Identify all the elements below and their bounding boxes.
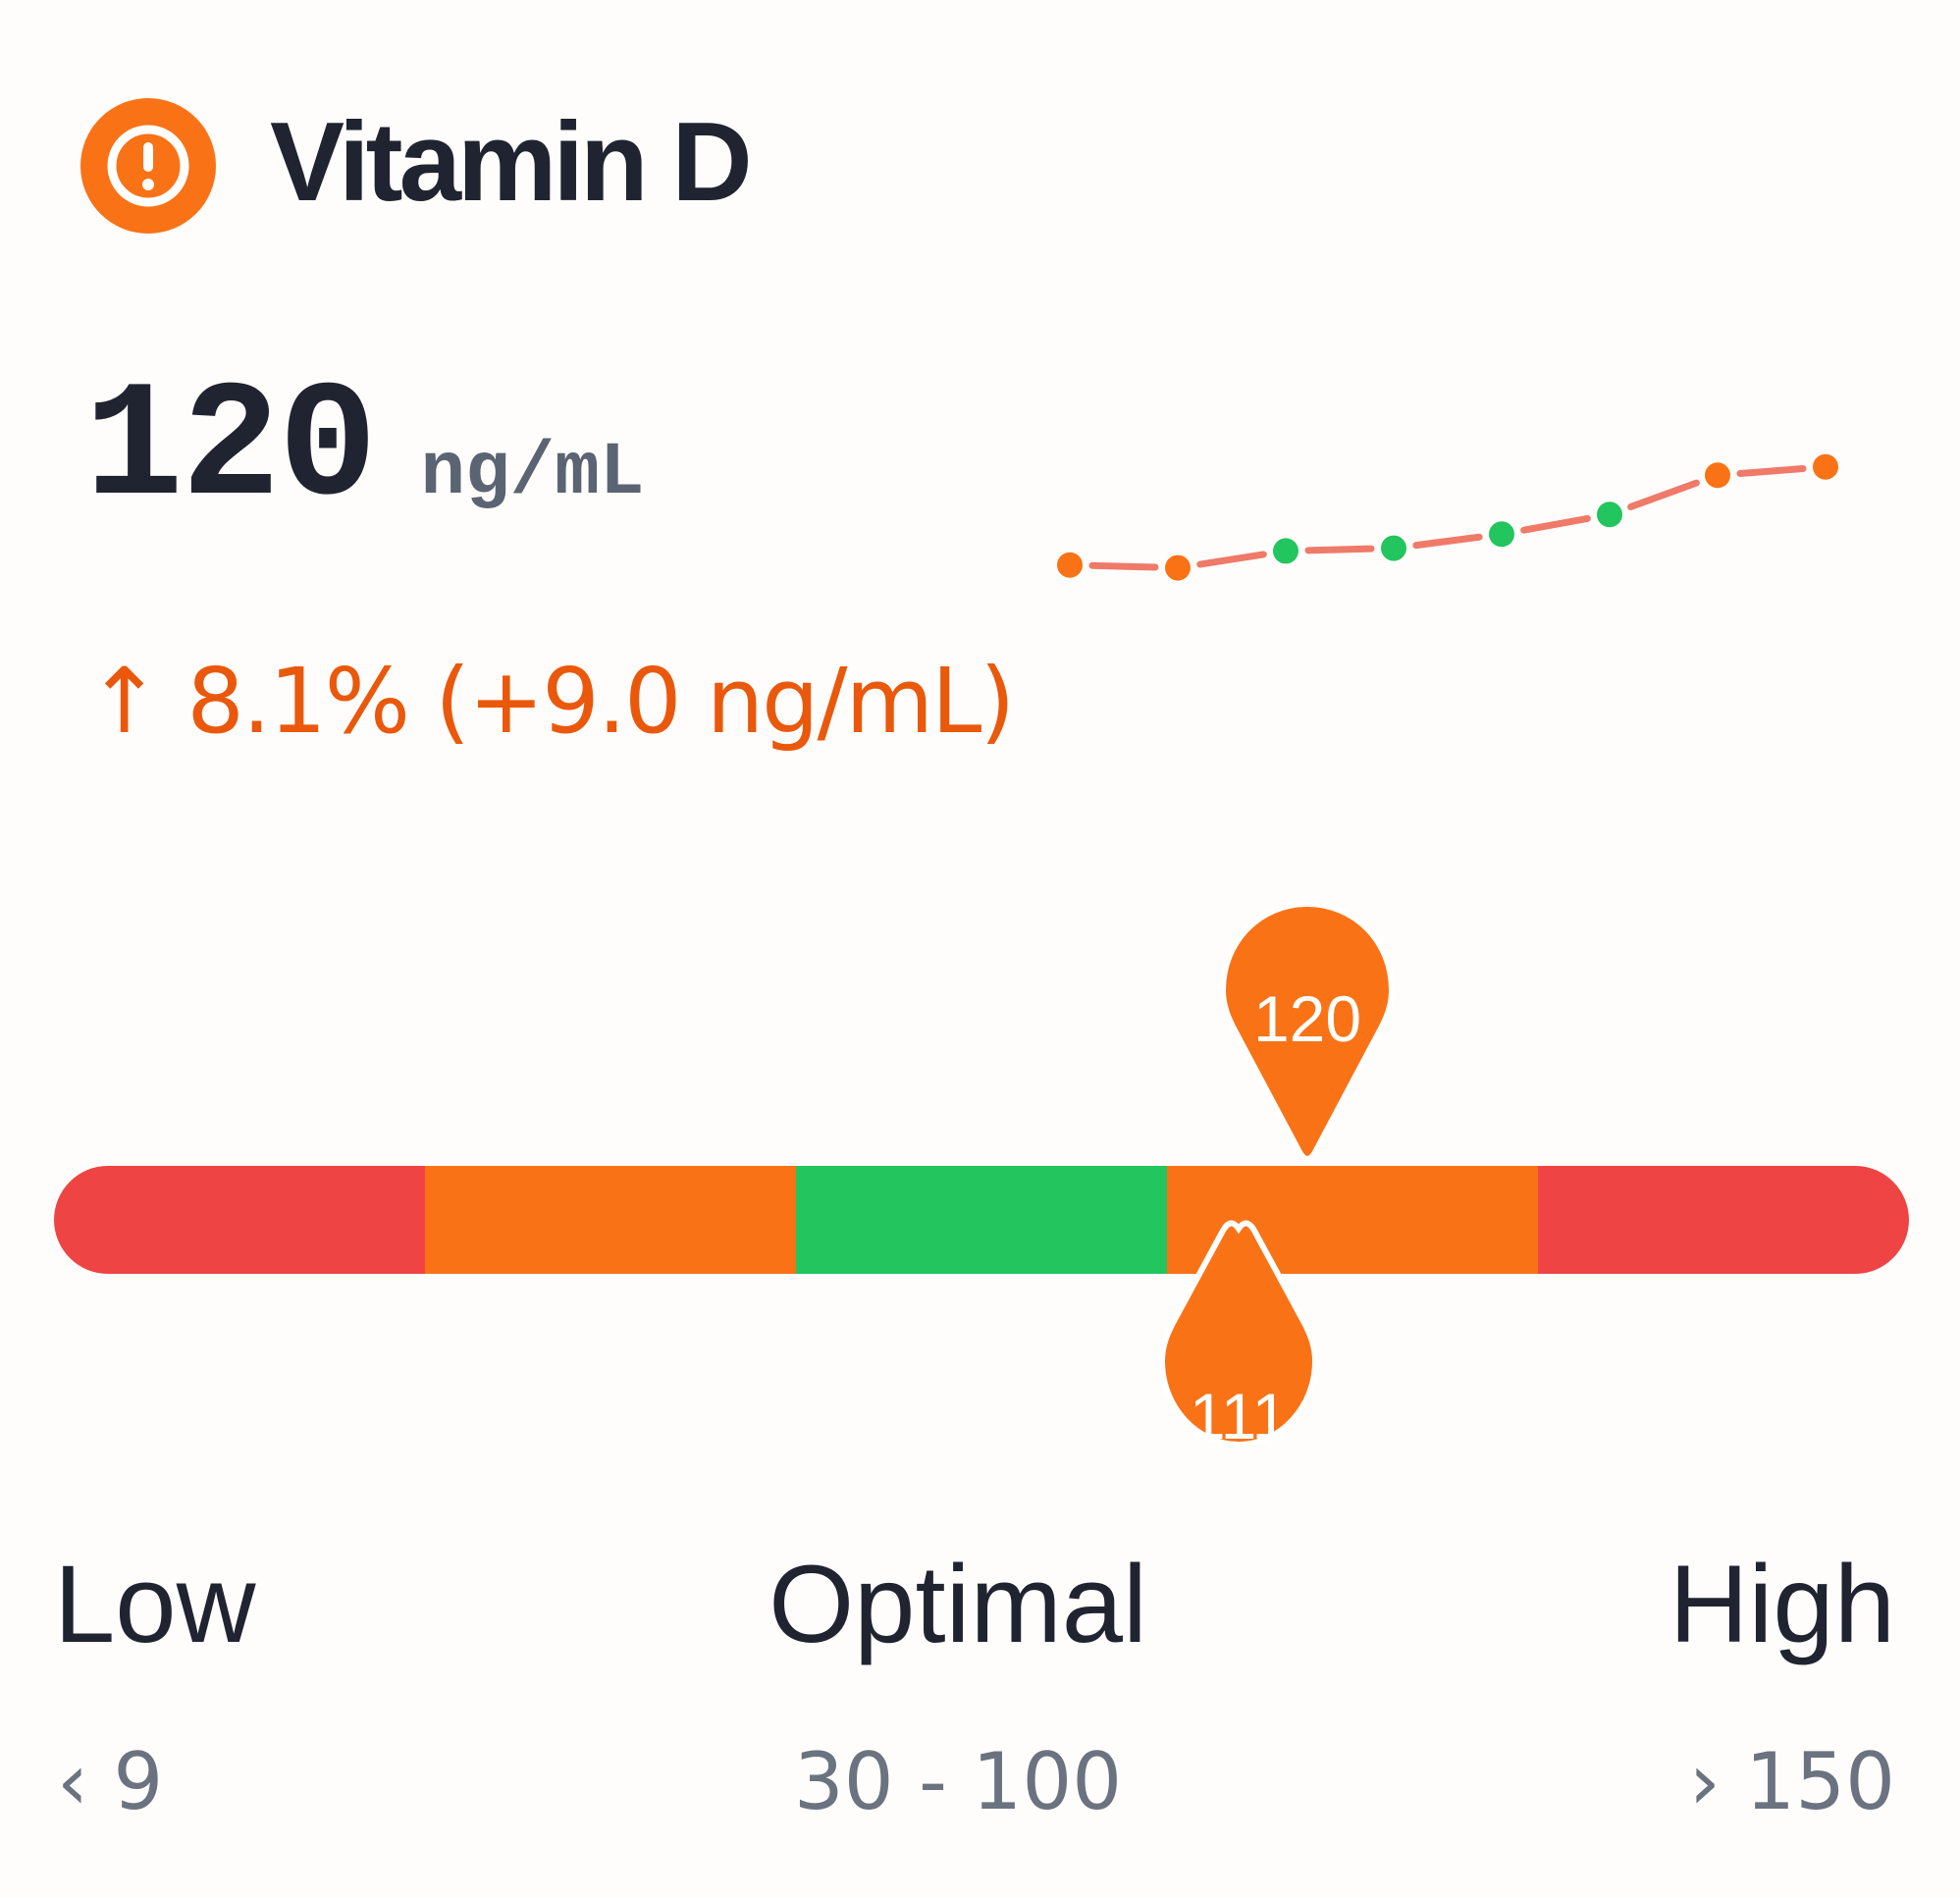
alert-circle-icon bbox=[80, 98, 216, 234]
trend-point[interactable] bbox=[1705, 462, 1730, 489]
current-value-label: 120 bbox=[1252, 982, 1362, 1055]
trend-line-segment bbox=[1412, 533, 1483, 550]
range-segment-low bbox=[425, 1166, 797, 1274]
biomarker-value-row: 120 ng/mL bbox=[84, 361, 645, 538]
trend-line-segment bbox=[1627, 479, 1700, 510]
trend-sparkline[interactable] bbox=[1031, 422, 1845, 618]
zone-high-label: High bbox=[1669, 1543, 1895, 1665]
trend-point[interactable] bbox=[1273, 538, 1298, 564]
current-value-marker[interactable]: 120 bbox=[1209, 900, 1405, 1195]
trend-point[interactable] bbox=[1165, 554, 1191, 581]
previous-value-label: 111 bbox=[1189, 1380, 1289, 1452]
zone-low-label: Low bbox=[54, 1543, 256, 1665]
previous-value-marker[interactable]: 111 bbox=[1140, 1217, 1337, 1511]
zone-low-range: ‹ 9 bbox=[57, 1736, 164, 1827]
trend-point[interactable] bbox=[1381, 535, 1406, 561]
trend-point[interactable] bbox=[1813, 453, 1838, 480]
trend-point[interactable] bbox=[1489, 521, 1514, 548]
trend-line-segment bbox=[1196, 551, 1267, 568]
trend-line-segment bbox=[1304, 545, 1375, 554]
zone-optimal-range: 30 - 100 bbox=[793, 1736, 1123, 1827]
trend-line-segment bbox=[1736, 465, 1807, 477]
biomarker-value: 120 bbox=[84, 356, 377, 543]
range-segment-low-critical bbox=[54, 1166, 426, 1274]
biomarker-unit: ng/mL bbox=[420, 431, 645, 515]
change-indicator: ↑ 8.1% (+9.0 ng/mL) bbox=[86, 649, 1015, 754]
zone-high-range: › 150 bbox=[1688, 1736, 1895, 1827]
trend-line-segment bbox=[1520, 514, 1591, 534]
range-segment-optimal bbox=[796, 1166, 1168, 1274]
zone-optimal-label: Optimal bbox=[768, 1543, 1147, 1665]
biomarker-title: Vitamin D bbox=[270, 100, 753, 225]
range-segment-high-critical bbox=[1538, 1166, 1909, 1274]
trend-point[interactable] bbox=[1597, 501, 1622, 528]
trend-line-segment bbox=[1088, 561, 1159, 571]
trend-point[interactable] bbox=[1057, 552, 1083, 578]
reference-range-bar bbox=[54, 1166, 1909, 1274]
